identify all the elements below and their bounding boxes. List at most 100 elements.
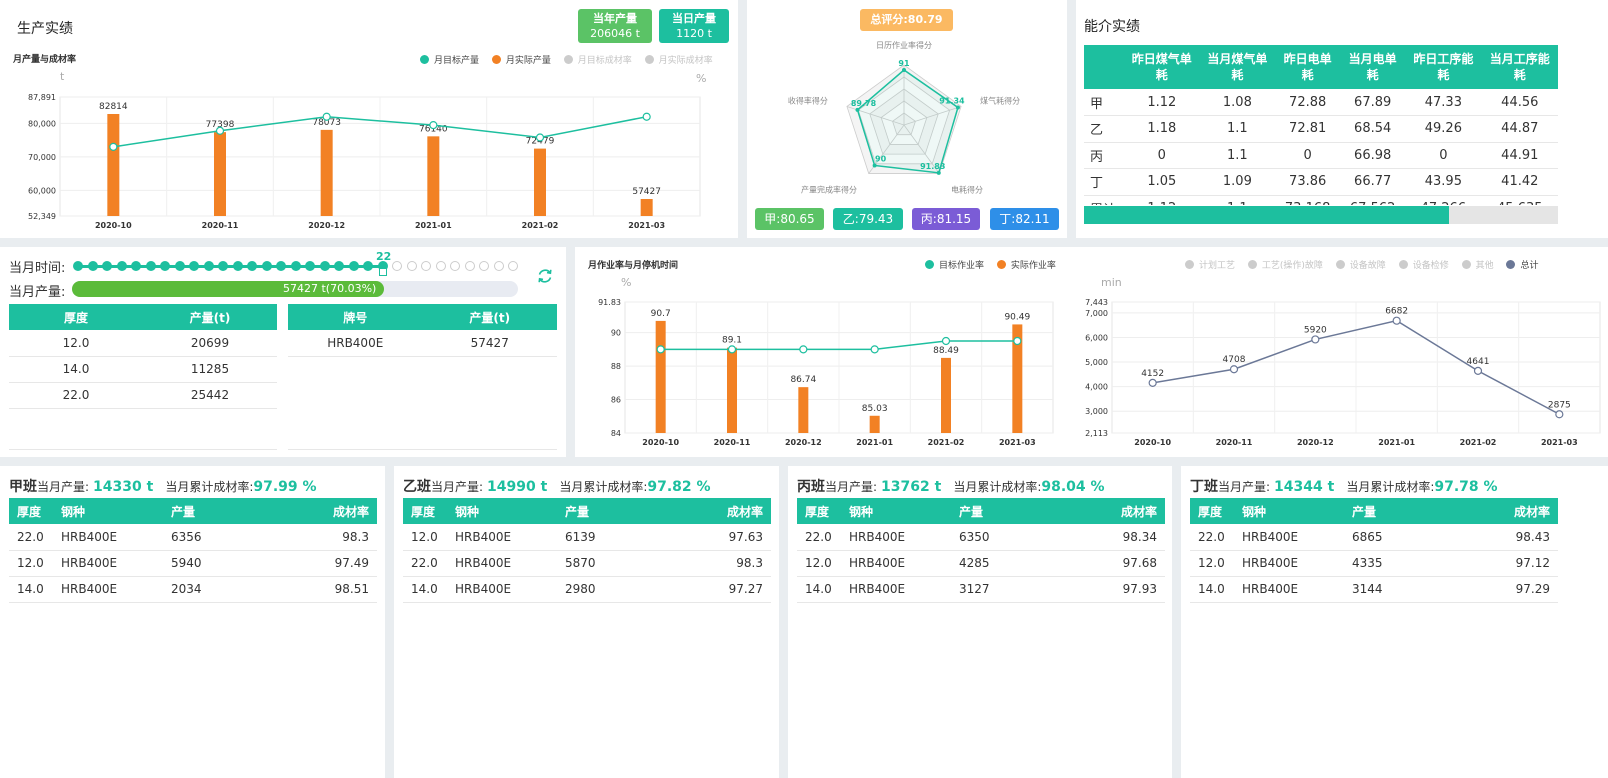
- bar[interactable]: [941, 357, 951, 433]
- month-day-dot[interactable]: [131, 261, 141, 271]
- line-point[interactable]: [799, 345, 808, 354]
- line-point[interactable]: [215, 126, 225, 135]
- bar-value-label: 88.49: [933, 346, 959, 356]
- refresh-icon[interactable]: [536, 267, 554, 285]
- bar[interactable]: [107, 113, 120, 216]
- month-day-dot[interactable]: [479, 261, 489, 271]
- energy-value-cell: 49.26: [1405, 115, 1482, 143]
- bar[interactable]: [655, 320, 666, 433]
- bar[interactable]: [320, 129, 333, 216]
- month-day-dot[interactable]: [421, 261, 431, 271]
- th-grade-output: 产量(t): [422, 304, 557, 330]
- legend-actual-rate[interactable]: 实际作业率: [996, 258, 1056, 271]
- month-day-dot[interactable]: [464, 261, 475, 271]
- month-day-dot[interactable]: [508, 261, 518, 271]
- month-day-dot[interactable]: [334, 261, 344, 271]
- radar-point[interactable]: [855, 107, 860, 112]
- radar-point[interactable]: [955, 105, 960, 110]
- legend-equipment-fault[interactable]: 设备故障: [1335, 258, 1386, 271]
- radar-point[interactable]: [872, 163, 877, 168]
- legend-month-actual-output[interactable]: 月实际产量: [491, 53, 551, 66]
- month-day-dot[interactable]: [116, 261, 127, 271]
- line-point[interactable]: [656, 345, 665, 354]
- line-point[interactable]: [941, 336, 951, 346]
- shift-output-label: 当月产量:: [431, 480, 484, 494]
- y-tick-label: 87,891: [28, 93, 56, 102]
- bar[interactable]: [727, 347, 737, 433]
- line-point[interactable]: [1473, 366, 1483, 375]
- bar[interactable]: [869, 415, 880, 433]
- month-day-dot[interactable]: [435, 261, 446, 271]
- month-day-dot[interactable]: [203, 261, 214, 271]
- line-point[interactable]: [1555, 410, 1564, 419]
- point-value-label: 6682: [1385, 307, 1408, 317]
- energy-scrollbar-thumb[interactable]: [1084, 206, 1449, 224]
- month-day-dot[interactable]: [493, 261, 504, 271]
- legend-target-rate[interactable]: 目标作业率: [925, 258, 984, 271]
- bar[interactable]: [534, 148, 546, 216]
- legend-other[interactable]: 其他: [1461, 258, 1494, 271]
- line-point[interactable]: [727, 345, 737, 354]
- output-cell: 11285: [143, 356, 277, 383]
- legend-planned-process[interactable]: 计划工艺: [1185, 258, 1235, 271]
- line-point[interactable]: [1392, 316, 1401, 325]
- energy-value-cell: 66.77: [1340, 168, 1406, 196]
- radar-point[interactable]: [902, 68, 906, 72]
- shift-output-value: 13762 t: [881, 479, 942, 495]
- energy-scrollbar[interactable]: [1084, 206, 1558, 224]
- legend-process-fault[interactable]: 工艺(操作)故障: [1247, 258, 1323, 271]
- month-day-dot[interactable]: [160, 261, 170, 271]
- radar-point[interactable]: [936, 170, 941, 175]
- month-day-dot[interactable]: [145, 261, 156, 271]
- line-point[interactable]: [109, 142, 118, 151]
- line-point[interactable]: [870, 345, 879, 354]
- bar[interactable]: [640, 198, 653, 216]
- bar[interactable]: [1012, 324, 1023, 433]
- month-day-dot[interactable]: [247, 261, 257, 271]
- month-day-dot[interactable]: [319, 261, 330, 271]
- line-point[interactable]: [429, 120, 438, 130]
- line-point[interactable]: [535, 133, 545, 142]
- legend-month-target-output[interactable]: 月目标产量: [420, 53, 479, 66]
- legend-month-target-yield[interactable]: 月目标成材率: [563, 53, 632, 66]
- month-day-dot[interactable]: [276, 261, 286, 271]
- month-day-dot[interactable]: [102, 261, 112, 271]
- radar-value-label: 90: [875, 154, 887, 163]
- month-day-dot[interactable]: [73, 261, 83, 271]
- line-point[interactable]: [322, 112, 331, 121]
- bar[interactable]: [427, 136, 440, 216]
- month-day-dot[interactable]: [363, 261, 373, 271]
- line-point[interactable]: [1311, 335, 1320, 344]
- month-day-dot[interactable]: [232, 261, 243, 271]
- month-day-dot[interactable]: [290, 261, 301, 271]
- bar[interactable]: [798, 387, 809, 433]
- production-legend: 月目标产量 月实际产量 月目标成材率 月实际成材率: [410, 53, 713, 67]
- month-day-dot[interactable]: [218, 261, 228, 271]
- month-day-dot[interactable]: [406, 261, 417, 271]
- month-day-handle[interactable]: [378, 268, 387, 276]
- month-day-track[interactable]: [73, 261, 524, 276]
- line-point[interactable]: [1148, 378, 1157, 387]
- month-day-dot[interactable]: [392, 261, 402, 271]
- legend-equipment-maint[interactable]: 设备检修: [1398, 258, 1449, 271]
- month-day-dot[interactable]: [305, 261, 315, 271]
- month-day-dot[interactable]: [174, 261, 185, 271]
- month-day-dot[interactable]: [450, 261, 460, 271]
- shift-table: 厚度 钢种 产量 成材率 12.0 HRB400E 6139 97.63 22.0 HRB400E…: [403, 498, 771, 603]
- month-day-dot[interactable]: [348, 261, 359, 271]
- month-day-dot[interactable]: [261, 261, 272, 271]
- shift-panel: 乙班当月产量: 14990 t 当月累计成材率:97.82 % 厚度 钢种 产量 成材率 12…: [394, 466, 779, 778]
- legend-month-actual-yield[interactable]: 月实际成材率: [644, 53, 713, 66]
- month-day-dot[interactable]: [377, 261, 388, 271]
- energy-value-cell: 0: [1275, 142, 1341, 169]
- bar[interactable]: [214, 132, 226, 216]
- line-point[interactable]: [1229, 365, 1239, 374]
- table-row: 12.0 HRB400E 5940 97.49: [9, 550, 377, 577]
- legend-total[interactable]: 总计: [1506, 258, 1538, 271]
- line-point[interactable]: [1013, 336, 1022, 346]
- bar-value-label: 72479: [526, 137, 555, 147]
- month-day-dot[interactable]: [189, 261, 199, 271]
- month-day-dot[interactable]: [87, 261, 98, 271]
- line-point[interactable]: [642, 112, 651, 121]
- energy-table-wrap[interactable]: 昨日煤气单耗 当月煤气单耗 昨日电单耗 当月电单耗 昨日工序能耗 当月工序能耗 甲 1.12…: [1084, 45, 1558, 205]
